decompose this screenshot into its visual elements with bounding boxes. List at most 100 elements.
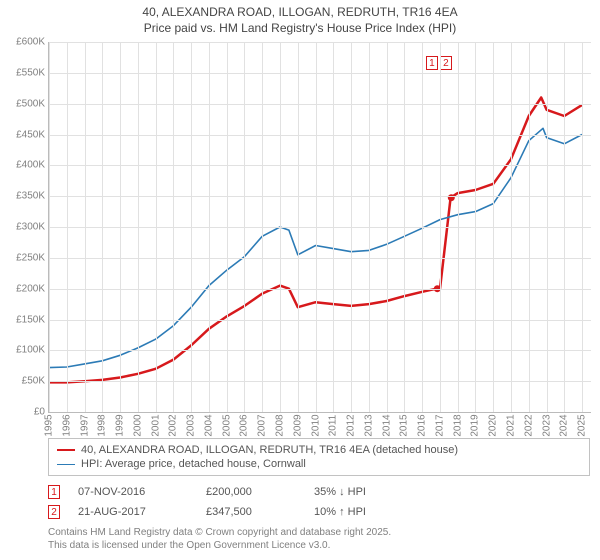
gridline-h	[49, 227, 591, 228]
gridline-v	[564, 42, 565, 412]
x-tick-label: 1999	[115, 414, 126, 436]
gridline-v	[138, 42, 139, 412]
gridline-v	[280, 42, 281, 412]
gridline-h	[49, 104, 591, 105]
gridline-h	[49, 320, 591, 321]
gridline-h	[49, 196, 591, 197]
x-tick-label: 1997	[79, 414, 90, 436]
attribution: Contains HM Land Registry data © Crown c…	[48, 526, 590, 552]
floating-marker: 1	[426, 56, 438, 70]
gridline-v	[475, 42, 476, 412]
gridline-v	[351, 42, 352, 412]
y-tick-label: £450K	[16, 129, 45, 140]
sale-vs-hpi: 35% ↓ HPI	[314, 486, 434, 498]
legend-label: HPI: Average price, detached house, Corn…	[81, 458, 306, 470]
title-line2: Price paid vs. HM Land Registry's House …	[0, 20, 600, 36]
x-tick-label: 2003	[186, 414, 197, 436]
gridline-v	[458, 42, 459, 412]
gridline-v	[67, 42, 68, 412]
y-tick-label: £550K	[16, 67, 45, 78]
x-tick-label: 2019	[470, 414, 481, 436]
y-tick-label: £250K	[16, 252, 45, 263]
x-tick-label: 2021	[506, 414, 517, 436]
x-tick-label: 2016	[417, 414, 428, 436]
x-tick-label: 2013	[363, 414, 374, 436]
gridline-h	[49, 135, 591, 136]
x-tick-label: 2002	[168, 414, 179, 436]
gridline-v	[209, 42, 210, 412]
floating-marker: 2	[440, 56, 452, 70]
y-tick-label: £150K	[16, 314, 45, 325]
x-tick-label: 2014	[381, 414, 392, 436]
gridline-v	[422, 42, 423, 412]
gridline-v	[440, 42, 441, 412]
gridline-v	[120, 42, 121, 412]
y-tick-label: £200K	[16, 283, 45, 294]
legend-swatch	[57, 449, 75, 451]
gridline-v	[511, 42, 512, 412]
y-tick-label: £500K	[16, 98, 45, 109]
attribution-line1: Contains HM Land Registry data © Crown c…	[48, 526, 590, 539]
gridline-h	[49, 42, 591, 43]
gridline-h	[49, 381, 591, 382]
plot-area: 12 £0£50K£100K£150K£200K£250K£300K£350K£…	[48, 42, 591, 413]
gridline-h	[49, 350, 591, 351]
x-tick-label: 2015	[399, 414, 410, 436]
sale-row: 221-AUG-2017£347,50010% ↑ HPI	[48, 502, 590, 522]
x-tick-label: 2023	[541, 414, 552, 436]
x-tick-label: 2000	[132, 414, 143, 436]
x-tick-label: 2012	[346, 414, 357, 436]
legend-item: HPI: Average price, detached house, Corn…	[57, 457, 581, 471]
x-tick-label: 2005	[221, 414, 232, 436]
sale-price: £200,000	[206, 486, 296, 498]
x-tick-label: 2009	[292, 414, 303, 436]
x-tick-label: 2024	[559, 414, 570, 436]
gridline-v	[191, 42, 192, 412]
gridline-v	[316, 42, 317, 412]
x-tick-label: 2022	[523, 414, 534, 436]
gridline-v	[102, 42, 103, 412]
gridline-h	[49, 165, 591, 166]
sale-marker-box: 2	[48, 505, 60, 519]
x-tick-label: 2020	[488, 414, 499, 436]
gridline-v	[298, 42, 299, 412]
x-tick-label: 2011	[328, 415, 339, 437]
sale-marker-box: 1	[48, 485, 60, 499]
x-tick-label: 2010	[310, 414, 321, 436]
gridline-v	[404, 42, 405, 412]
title-line1: 40, ALEXANDRA ROAD, ILLOGAN, REDRUTH, TR…	[0, 4, 600, 20]
gridline-v	[85, 42, 86, 412]
sales-table: 1 07-NOV-2016 £200,000 35% ↓ HPI 2 21-AUG-201…	[48, 482, 590, 522]
y-tick-label: £100K	[16, 345, 45, 356]
gridline-v	[244, 42, 245, 412]
x-tick-label: 1996	[61, 414, 72, 436]
y-tick-label: £400K	[16, 160, 45, 171]
gridline-v	[262, 42, 263, 412]
gridline-v	[582, 42, 583, 412]
x-tick-label: 1998	[97, 414, 108, 436]
gridline-v	[387, 42, 388, 412]
x-tick-label: 2018	[452, 414, 463, 436]
gridline-v	[156, 42, 157, 412]
gridline-v	[369, 42, 370, 412]
x-tick-label: 2006	[239, 414, 250, 436]
gridline-h	[49, 258, 591, 259]
gridline-v	[493, 42, 494, 412]
sale-row: 1 07-NOV-2016 £200,000 35% ↓ HPI	[48, 482, 590, 502]
legend: 40, ALEXANDRA ROAD, ILLOGAN, REDRUTH, TR…	[48, 438, 590, 476]
x-tick-label: 1995	[44, 414, 55, 436]
chart-title: 40, ALEXANDRA ROAD, ILLOGAN, REDRUTH, TR…	[0, 0, 600, 36]
sale-price: £347,500	[206, 506, 296, 518]
sale-date: 21-AUG-2017	[78, 506, 188, 518]
legend-item: 40, ALEXANDRA ROAD, ILLOGAN, REDRUTH, TR…	[57, 443, 581, 457]
gridline-v	[227, 42, 228, 412]
x-tick-label: 2008	[275, 414, 286, 436]
x-tick-label: 2007	[257, 414, 268, 436]
gridline-v	[547, 42, 548, 412]
gridline-h	[49, 289, 591, 290]
attribution-line2: This data is licensed under the Open Gov…	[48, 539, 590, 552]
x-tick-label: 2001	[150, 414, 161, 436]
y-tick-label: £600K	[16, 37, 45, 48]
sale-date: 07-NOV-2016	[78, 486, 188, 498]
y-tick-label: £50K	[22, 376, 45, 387]
